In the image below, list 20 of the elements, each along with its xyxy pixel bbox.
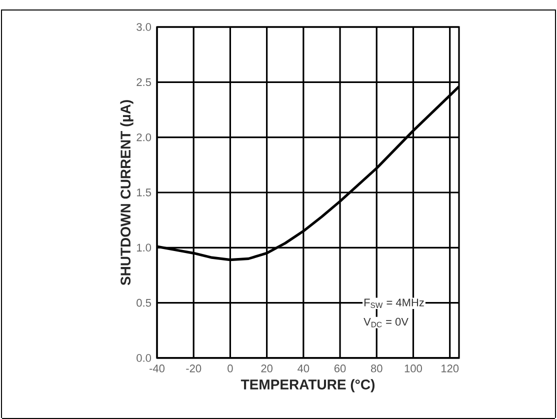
y-tick-label: 0.0 bbox=[136, 354, 152, 362]
x-tick-label: -40 bbox=[150, 364, 165, 372]
y-tick-label: 1.0 bbox=[137, 244, 152, 252]
x-tick-label: 120 bbox=[442, 364, 459, 372]
x-axis-title: TEMPERATURE (°C) bbox=[240, 379, 375, 392]
x-tick-label: 100 bbox=[404, 364, 422, 372]
y-tick-label: 2.5 bbox=[136, 78, 151, 86]
x-tick-label: 20 bbox=[261, 364, 272, 372]
y-tick-label: 3.0 bbox=[136, 23, 152, 31]
annotation: F$_{SW}$ = 4MHz bbox=[364, 298, 424, 308]
y-axis-title: SHUTDOWN CURRENT (µA) bbox=[120, 100, 134, 286]
y-tick-label: 0.5 bbox=[136, 298, 151, 307]
x-tick-label: 60 bbox=[334, 364, 346, 372]
x-tick-label: 0 bbox=[228, 364, 233, 372]
x-tick-label: 80 bbox=[370, 364, 382, 372]
y-tick-label: 1.5 bbox=[137, 188, 151, 196]
annotation: V$_{DC}$ = 0V bbox=[364, 318, 408, 328]
x-tick-label: 40 bbox=[298, 364, 310, 372]
x-tick-label: -20 bbox=[186, 364, 202, 372]
y-tick-label: 2.0 bbox=[136, 133, 152, 142]
